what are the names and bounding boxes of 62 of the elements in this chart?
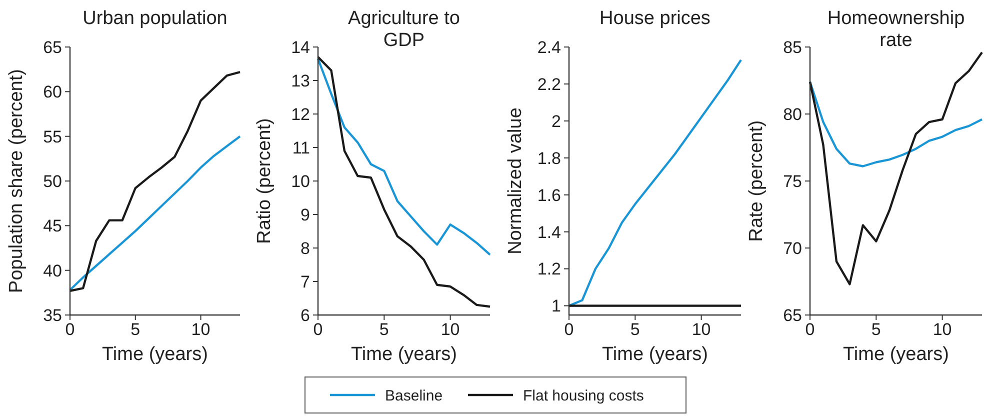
y-tick-label: 65 <box>783 306 802 325</box>
y-tick-label: 1 <box>552 296 561 316</box>
x-tick-label: 5 <box>630 320 640 339</box>
x-tick-label: 0 <box>805 320 815 339</box>
x-tick-label: 10 <box>440 320 460 339</box>
chart-title: Homeownership rate <box>827 8 965 51</box>
y-tick-label: 55 <box>43 127 62 146</box>
y-tick-label: 60 <box>43 82 62 102</box>
y-tick-label: 70 <box>783 238 802 258</box>
chart-title: Urban population <box>82 8 228 29</box>
y-tick-label: 6 <box>300 306 310 325</box>
y-tick-label: 1.8 <box>537 148 561 168</box>
x-tick-label: 5 <box>871 320 881 339</box>
y-tick-label: 8 <box>300 238 310 258</box>
y-tick-label: 1.4 <box>537 222 561 242</box>
y-tick-label: 1.2 <box>537 260 561 279</box>
y-tick-label: 80 <box>783 104 802 124</box>
line-series <box>808 51 984 286</box>
y-axis-title: Normalized value <box>505 108 526 254</box>
y-axis-title: Rate (percent) <box>746 120 767 242</box>
line-series <box>316 58 492 256</box>
y-tick-label: 50 <box>43 172 62 191</box>
y-tick-label: 85 <box>783 38 802 57</box>
line-series <box>808 80 984 168</box>
legend-label: Flat housing costs <box>523 387 644 404</box>
y-tick-label: 11 <box>292 138 310 158</box>
x-tick-label: 10 <box>191 320 210 339</box>
x-tick-label: 0 <box>564 320 574 339</box>
x-tick-label: 0 <box>313 320 323 339</box>
y-tick-label: 2 <box>552 112 561 131</box>
x-tick-label: 5 <box>379 320 389 339</box>
line-series <box>68 70 242 292</box>
y-tick-label: 14 <box>291 38 310 57</box>
chart-title: House prices <box>600 8 710 29</box>
y-tick-label: 35 <box>43 306 62 325</box>
line-series <box>316 56 492 308</box>
x-tick-label: 0 <box>65 320 75 339</box>
x-axis-title: Time (years) <box>102 344 208 365</box>
y-tick-label: 1.6 <box>537 186 561 205</box>
y-tick-label: 65 <box>43 38 62 57</box>
y-tick-label: 45 <box>43 216 62 236</box>
x-tick-label: 10 <box>692 320 711 339</box>
x-axis-title: Time (years) <box>602 344 708 365</box>
y-tick-label: 9 <box>300 205 310 224</box>
x-tick-label: 5 <box>130 320 140 339</box>
y-tick-label: 2.4 <box>537 38 561 57</box>
y-tick-label: 40 <box>43 261 62 280</box>
legend-label: Baseline <box>385 387 443 404</box>
y-tick-label: 12 <box>291 104 310 124</box>
line-series <box>568 58 742 307</box>
x-axis-title: Time (years) <box>843 344 949 365</box>
y-tick-label: 13 <box>291 71 310 90</box>
y-tick-label: 10 <box>291 172 310 191</box>
y-tick-label: 7 <box>300 272 310 292</box>
x-tick-label: 10 <box>932 320 952 339</box>
y-tick-label: 75 <box>783 172 802 191</box>
y-tick-label: 2.2 <box>537 74 561 94</box>
line-series <box>68 135 242 292</box>
chart-title: Agriculture to GDP <box>348 8 460 51</box>
y-axis-title: Ratio (percent) <box>254 118 275 244</box>
x-axis-title: Time (years) <box>351 344 457 365</box>
y-axis-title: Population share (percent) <box>6 69 27 293</box>
